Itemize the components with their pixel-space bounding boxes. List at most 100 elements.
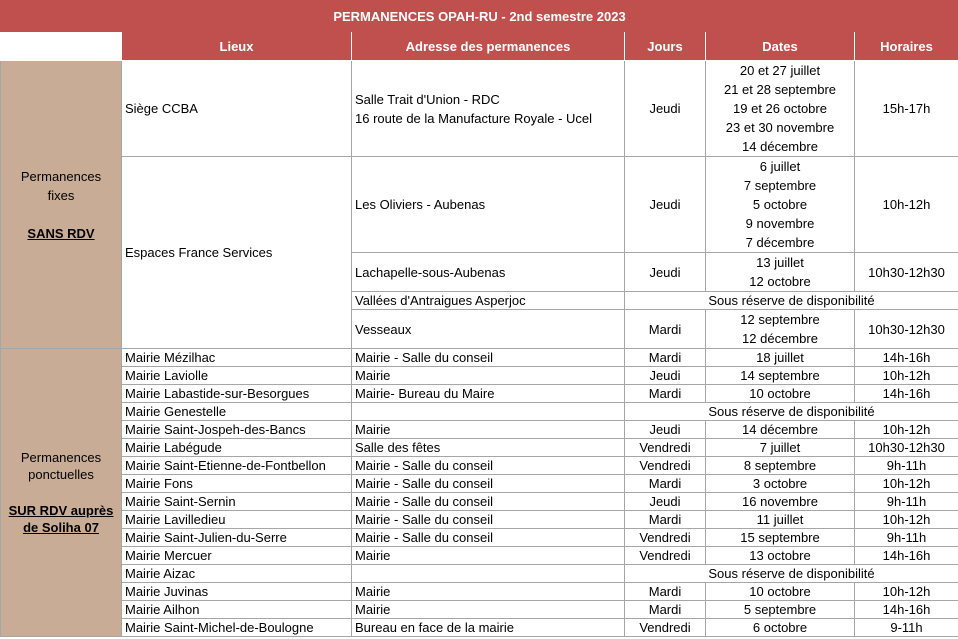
date-cell: 5 septembre <box>705 600 855 619</box>
adresse-cell: Salle des fêtes <box>351 438 625 457</box>
date-cell: 8 septembre <box>705 456 855 475</box>
category-fixes: Permanences fixes SANS RDV <box>0 60 122 349</box>
adresse-siege: Salle Trait d'Union - RDC 16 route de la… <box>351 60 625 157</box>
adresse-cell: Mairie - Salle du conseil <box>351 492 625 511</box>
horaire-cell: 10h-12h <box>854 420 958 439</box>
date-item: 12 décembre <box>742 331 818 346</box>
horaire-cell: 14h-16h <box>854 546 958 565</box>
jour-cell: Vendredi <box>624 546 706 565</box>
adresse-cell: Mairie - Salle du conseil <box>351 456 625 475</box>
jour-cell: Vendredi <box>624 618 706 637</box>
table-row: Mairie Laviolle Mairie Jeudi 14 septembre 10… <box>1 366 958 385</box>
adresse-cell: Mairie <box>351 420 625 439</box>
lieu-cell: Mairie Saint-Sernin <box>121 492 352 511</box>
date-item: 7 septembre <box>743 178 817 193</box>
horaire-cell: 10h-12h <box>854 582 958 601</box>
category-fixes-line2: fixes <box>47 187 75 203</box>
table-row: Permanences ponctuelles SUR RDV auprès d… <box>0 348 958 637</box>
date-cell: 7 juillet <box>705 438 855 457</box>
note-vallees: Sous réserve de disponibilité <box>624 291 958 310</box>
lieu-cell: Mairie Mézilhac <box>121 348 352 367</box>
header-adresse: Adresse des permanences <box>351 31 625 61</box>
header-blank <box>0 31 122 61</box>
jour-cell: Mardi <box>624 582 706 601</box>
horaire-cell: 9h-11h <box>854 528 958 547</box>
adresse-vesseaux: Vesseaux <box>351 309 625 349</box>
date-item: 14 décembre <box>742 139 818 154</box>
horaire-cell: 9h-11h <box>854 492 958 511</box>
horaire-siege: 15h-17h <box>854 60 958 157</box>
jour-cell: Jeudi <box>624 366 706 385</box>
table-row: Mairie Saint-Jospeh-des-Bancs Mairie Jeudi… <box>1 420 958 439</box>
adresse-cell: Mairie- Bureau du Maire <box>351 384 625 403</box>
jour-cell: Mardi <box>624 384 706 403</box>
lieu-cell: Mairie Laviolle <box>121 366 352 385</box>
date-cell: 11 juillet <box>705 510 855 529</box>
date-item: 9 novembre <box>745 216 815 231</box>
adresse-cell: Mairie <box>351 366 625 385</box>
table-row: Mairie Juvinas Mairie Mardi 10 octobre 10h-1… <box>1 582 958 601</box>
horaire-cell: 10h-12h <box>854 510 958 529</box>
horaire-lachapelle: 10h30-12h30 <box>854 252 958 292</box>
adresse-cell <box>351 402 625 421</box>
date-item: 19 et 26 octobre <box>733 101 827 116</box>
adresse-cell: Mairie <box>351 600 625 619</box>
horaire-oliviers: 10h-12h <box>854 156 958 253</box>
adresse-siege-line2: 16 route de la Manufacture Royale - Ucel <box>355 110 593 126</box>
header-dates: Dates <box>705 31 855 61</box>
table-row: Mairie Fons Mairie - Salle du conseil Mard… <box>1 474 958 493</box>
note-cell: Sous réserve de disponibilité <box>624 564 958 583</box>
lieu-cell: Mairie Fons <box>121 474 352 493</box>
adresse-cell: Mairie - Salle du conseil <box>351 348 625 367</box>
jour-lachapelle: Jeudi <box>624 252 706 292</box>
lieu-cell: Mairie Lavilledieu <box>121 510 352 529</box>
jour-cell: Jeudi <box>624 420 706 439</box>
lieu-cell: Mairie Ailhon <box>121 600 352 619</box>
horaire-cell: 10h-12h <box>854 366 958 385</box>
dates-siege: 20 et 27 juillet 21 et 28 septembre 19 e… <box>705 60 855 157</box>
lieu-cell: Mairie Mercuer <box>121 546 352 565</box>
jour-cell: Vendredi <box>624 438 706 457</box>
dates-oliviers: 6 juillet 7 septembre 5 octobre 9 novemb… <box>705 156 855 253</box>
jour-cell: Mardi <box>624 348 706 367</box>
date-cell: 14 décembre <box>705 420 855 439</box>
table-row: Mairie Labastide-sur-Besorgues Mairie- Bu… <box>1 384 958 403</box>
adresse-cell: Mairie - Salle du conseil <box>351 510 625 529</box>
horaire-cell: 14h-16h <box>854 384 958 403</box>
category-fixes-sub: SANS RDV <box>27 225 95 241</box>
lieu-cell: Mairie Saint-Jospeh-des-Bancs <box>121 420 352 439</box>
horaire-cell: 10h30-12h30 <box>854 438 958 457</box>
date-item: 6 juillet <box>759 159 801 174</box>
horaire-cell: 10h-12h <box>854 474 958 493</box>
header-jours: Jours <box>624 31 706 61</box>
date-item: 20 et 27 juillet <box>739 63 821 78</box>
lieu-efs: Espaces France Services <box>121 156 352 349</box>
table-row: Mairie Saint-Julien-du-Serre Mairie - Sal… <box>1 528 958 547</box>
horaire-cell: 14h-16h <box>854 600 958 619</box>
date-cell: 13 octobre <box>705 546 855 565</box>
horaire-cell: 9-11h <box>854 618 958 637</box>
horaire-cell: 14h-16h <box>854 348 958 367</box>
date-item: 5 octobre <box>752 197 808 212</box>
jour-siege: Jeudi <box>624 60 706 157</box>
category-ponctuelles: Permanences ponctuelles SUR RDV auprès d… <box>0 348 122 637</box>
adresse-oliviers: Les Oliviers - Aubenas <box>351 156 625 253</box>
table-row: Mairie Saint-Etienne-de-Fontbellon Mairie… <box>1 456 958 475</box>
table-row: Mairie Lavilledieu Mairie - Salle du cons… <box>1 510 958 529</box>
adresse-siege-line1: Salle Trait d'Union - RDC <box>355 91 500 107</box>
jour-cell: Mardi <box>624 474 706 493</box>
date-item: 12 septembre <box>740 312 820 327</box>
dates-lachapelle: 13 juillet 12 octobre <box>705 252 855 292</box>
jour-cell: Vendredi <box>624 456 706 475</box>
date-item: 21 et 28 septembre <box>723 82 837 97</box>
lieu-siege: Siège CCBA <box>121 60 352 157</box>
category-ponctuelles-line1: Permanences <box>20 450 102 465</box>
date-item: 7 décembre <box>745 235 815 250</box>
table-row: Mairie Saint-Sernin Mairie - Salle du con… <box>1 492 958 511</box>
lieu-cell: Mairie Saint-Michel-de-Boulogne <box>121 618 352 637</box>
table-row: Mairie Saint-Michel-de-Boulogne Bureau en… <box>1 618 958 637</box>
date-item: 23 et 30 novembre <box>725 120 835 135</box>
adresse-vallees: Vallées d'Antraigues Asperjoc <box>351 291 625 310</box>
adresse-cell: Bureau en face de la mairie <box>351 618 625 637</box>
